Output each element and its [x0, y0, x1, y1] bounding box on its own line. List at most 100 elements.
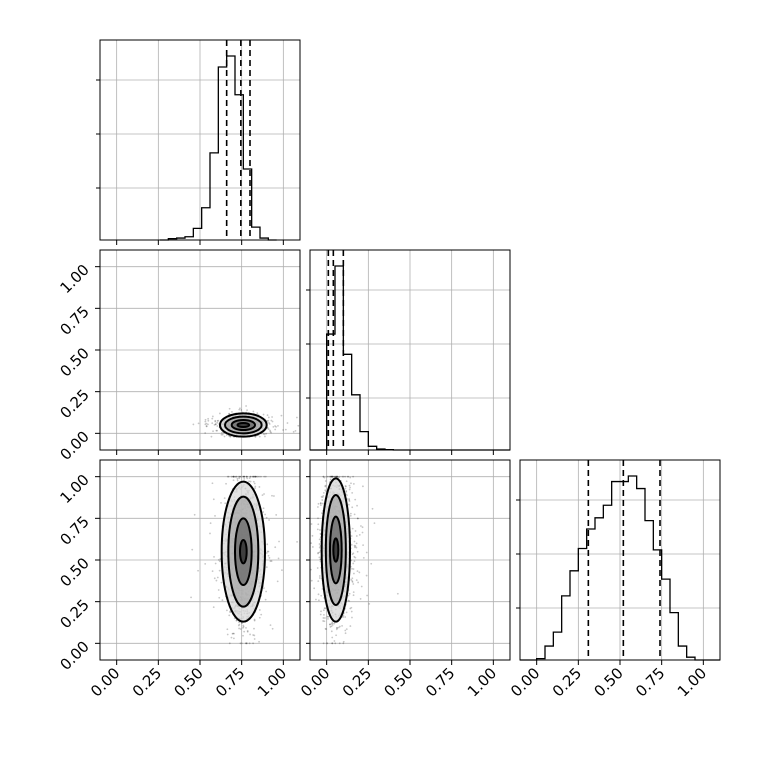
sample-point: [254, 435, 257, 438]
sample-point: [349, 476, 352, 479]
sample-point: [345, 490, 348, 492]
sample-point: [324, 627, 327, 630]
y-tick-label: 0.75: [56, 302, 92, 338]
sample-point: [275, 514, 278, 516]
sample-point: [243, 477, 246, 480]
y-tick-label: 0.50: [56, 554, 92, 590]
sample-point: [318, 546, 321, 549]
sample-point: [205, 422, 208, 425]
sample-point: [354, 530, 357, 532]
sample-point: [216, 425, 219, 427]
sample-point: [319, 504, 322, 506]
sample-point: [295, 416, 298, 419]
x-tick-label: 0.25: [549, 664, 585, 700]
sample-point: [211, 422, 214, 425]
sample-point: [368, 602, 371, 605]
sample-point: [249, 480, 252, 483]
sample-point: [269, 429, 271, 432]
grid-r1-c0: [100, 250, 300, 450]
sample-point: [324, 617, 326, 619]
sample-point: [353, 540, 356, 543]
sample-point: [284, 428, 287, 431]
sample-point: [221, 599, 224, 602]
sample-point: [218, 596, 221, 599]
sample-point: [266, 550, 269, 553]
sample-point: [359, 598, 362, 600]
sample-point: [228, 407, 231, 410]
histogram-2: [520, 475, 720, 661]
sample-point: [268, 422, 270, 424]
sample-point: [318, 556, 321, 559]
sample-point: [237, 475, 240, 478]
sample-point: [326, 642, 329, 645]
sample-point: [324, 489, 327, 492]
sample-point: [245, 642, 248, 645]
sample-point: [310, 542, 313, 545]
sample-point: [262, 511, 265, 513]
sample-point: [351, 527, 354, 530]
sample-point: [370, 562, 373, 565]
sample-point: [214, 419, 217, 422]
x-tick-label: 0.75: [422, 664, 458, 700]
sample-point: [211, 417, 214, 420]
sample-point: [211, 482, 214, 485]
x-tick-label: 0.50: [380, 664, 416, 700]
sample-point: [320, 495, 323, 498]
sample-point: [272, 425, 275, 428]
contour-level-0: [236, 422, 251, 428]
sample-point: [254, 475, 257, 478]
sample-point: [352, 483, 355, 485]
sample-point: [258, 486, 261, 488]
sample-point: [242, 626, 244, 629]
sample-point: [228, 614, 231, 617]
sample-point: [347, 475, 350, 478]
sample-point: [317, 593, 320, 596]
x-tick-label: 0.50: [170, 664, 206, 700]
sample-point: [271, 420, 274, 423]
sample-point: [230, 636, 233, 639]
sample-point: [274, 546, 277, 549]
sample-point: [352, 568, 355, 570]
sample-point: [350, 606, 353, 609]
sample-point: [236, 479, 239, 482]
sample-point: [323, 613, 325, 616]
sample-point: [252, 410, 255, 413]
sample-point: [352, 562, 355, 565]
sample-point: [213, 577, 216, 580]
sample-point: [310, 523, 313, 525]
y-tick-label: 0.25: [56, 596, 92, 632]
sample-point: [191, 548, 194, 551]
sample-point: [256, 475, 259, 478]
sample-point: [263, 433, 266, 436]
sample-point: [274, 428, 277, 431]
sample-point: [318, 577, 321, 579]
sample-point: [242, 634, 244, 637]
y-tick-label: 0.00: [56, 427, 92, 463]
y-tick-label: 0.75: [56, 512, 92, 548]
sample-point: [263, 493, 265, 495]
contour-level-2: [224, 415, 263, 435]
sample-point: [313, 587, 316, 590]
sample-point: [365, 551, 368, 554]
sample-point: [349, 486, 351, 489]
sample-point: [211, 570, 214, 573]
grid-r2-c2: [520, 460, 720, 660]
x-tick-label: 0.50: [590, 664, 626, 700]
sample-point: [239, 628, 242, 630]
sample-point: [276, 580, 279, 583]
sample-point: [262, 507, 265, 510]
sample-point: [325, 475, 328, 478]
sample-point: [205, 425, 208, 428]
sample-point: [204, 432, 207, 434]
sample-point: [348, 488, 351, 491]
sample-point: [238, 408, 241, 411]
sample-point: [349, 625, 352, 627]
sample-point: [242, 624, 245, 627]
sample-point: [355, 535, 358, 537]
sample-point: [267, 416, 270, 419]
sample-point: [232, 479, 235, 482]
sample-point: [216, 419, 219, 422]
sample-point: [348, 484, 351, 487]
sample-point: [322, 609, 325, 612]
